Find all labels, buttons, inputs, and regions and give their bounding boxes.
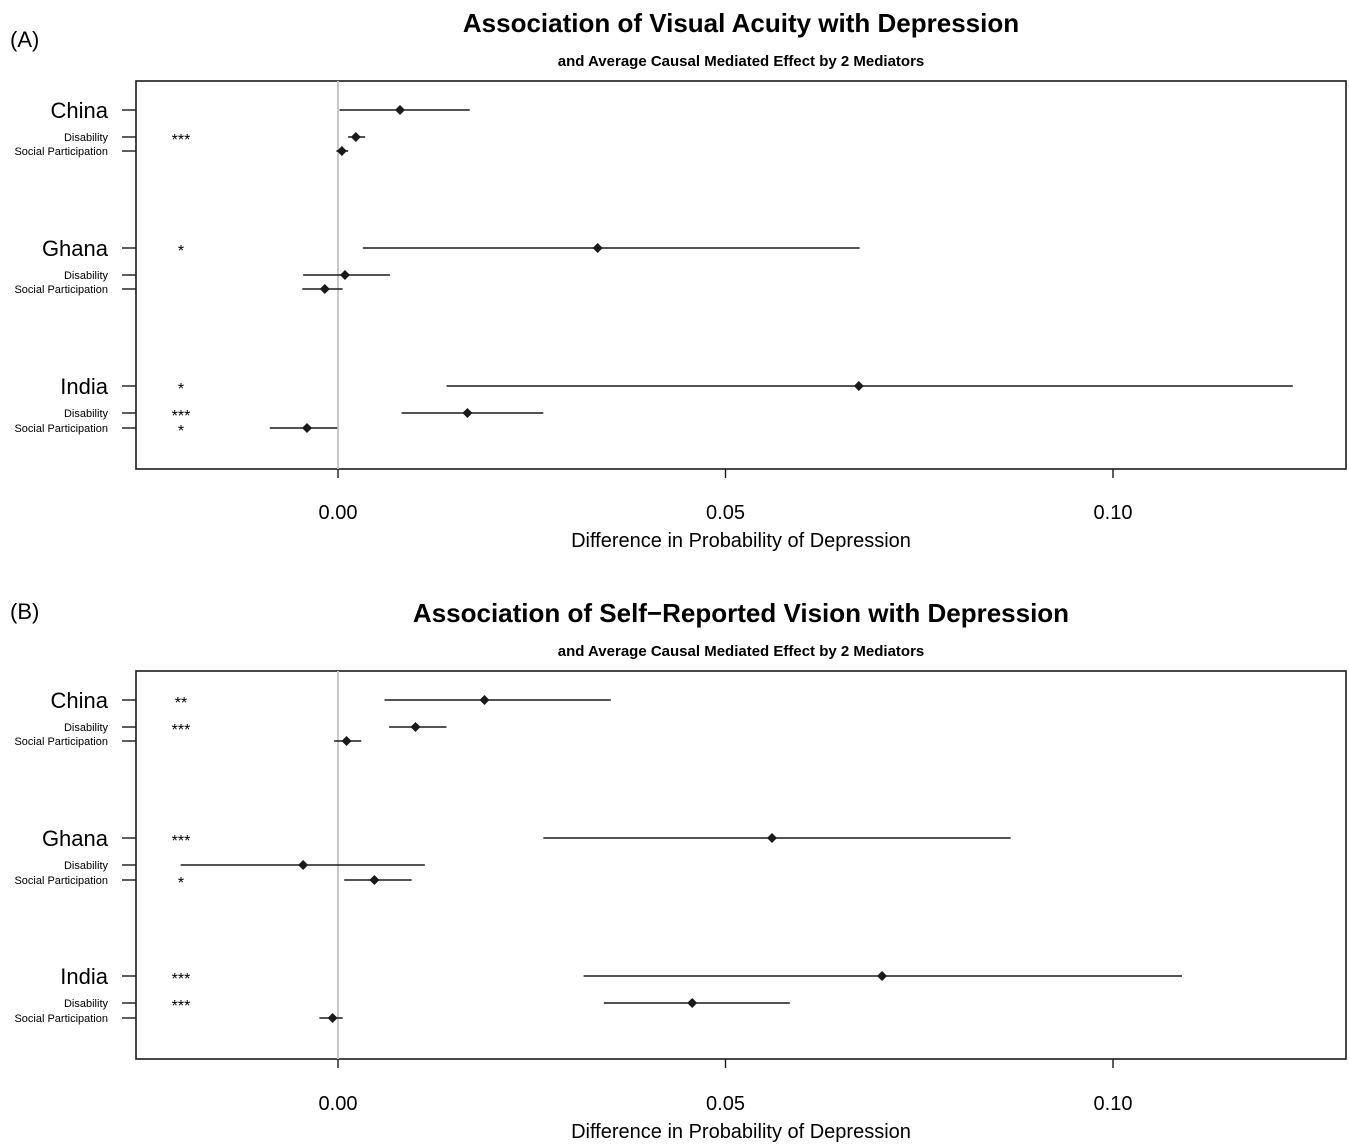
panel-b-significance-stars: *** xyxy=(172,722,191,739)
panel-a-point-estimate-ghana xyxy=(593,243,603,253)
panel-b-row-label-india: India xyxy=(60,964,108,989)
panel-b-point-estimate-social-participation xyxy=(369,875,379,885)
panel-b-row-label-ghana: Ghana xyxy=(42,826,109,851)
panel-b-row-label-disability: Disability xyxy=(64,722,109,734)
panel-b-x-tick-label: 0.00 xyxy=(319,1093,358,1115)
panel-a-row-label-social-participation: Social Participation xyxy=(14,423,108,435)
panel-b-point-estimate-disability xyxy=(687,998,697,1008)
panel-a-row-label-disability: Disability xyxy=(64,408,109,420)
panel-a-point-estimate-disability xyxy=(462,408,472,418)
panel-a-significance-stars: * xyxy=(178,243,184,260)
panel-a-point-estimate-social-participation xyxy=(302,423,312,433)
panel-b-point-estimate-china xyxy=(479,695,489,705)
panel-b-row-label-social-participation: Social Participation xyxy=(14,1013,108,1025)
panel-b-x-tick-label: 0.05 xyxy=(706,1093,745,1115)
panel-b-point-estimate-disability xyxy=(411,722,421,732)
panel-b-x-tick-label: 0.10 xyxy=(1094,1093,1133,1115)
panel-b-subtitle: and Average Causal Mediated Effect by 2 … xyxy=(558,643,925,660)
panel-a-row-label-china: China xyxy=(51,98,109,123)
panel-b-title: Association of Self−Reported Vision with… xyxy=(413,598,1069,628)
panel-b-label: (B) xyxy=(10,599,39,624)
panel-a-point-estimate-disability xyxy=(340,270,350,280)
panel-b-row-label-social-participation: Social Participation xyxy=(14,736,108,748)
panel-b-significance-stars: *** xyxy=(172,998,191,1015)
panel-a-row-label-disability: Disability xyxy=(64,132,109,144)
panel-a-significance-stars: *** xyxy=(172,132,191,149)
panel-a-row-label-ghana: Ghana xyxy=(42,236,109,261)
panel-a-row-label-social-participation: Social Participation xyxy=(14,284,108,296)
panel-b-row-label-disability: Disability xyxy=(64,860,109,872)
panel-a-point-estimate-india xyxy=(854,381,864,391)
panel-a-title: Association of Visual Acuity with Depres… xyxy=(463,8,1019,38)
panel-a-label: (A) xyxy=(10,27,39,52)
panel-a-x-tick-label: 0.00 xyxy=(319,502,358,524)
panel-a-point-estimate-china xyxy=(395,105,405,115)
panel-a-row-label-social-participation: Social Participation xyxy=(14,146,108,158)
panel-a-point-estimate-social-participation xyxy=(320,284,330,294)
panel-b-x-axis-label: Difference in Probability of Depression xyxy=(571,1121,911,1143)
panel-b-point-estimate-india xyxy=(877,971,887,981)
panel-b-point-estimate-social-participation xyxy=(328,1013,338,1023)
panel-b-row-label-china: China xyxy=(51,688,109,713)
panel-b-significance-stars: *** xyxy=(172,833,191,850)
panel-a-point-estimate-disability xyxy=(351,132,361,142)
panel-b-point-estimate-disability xyxy=(298,860,308,870)
panel-b-point-estimate-social-participation xyxy=(342,736,352,746)
panel-a-significance-stars: * xyxy=(178,381,184,398)
panel-b-significance-stars: * xyxy=(178,875,184,892)
panel-a-x-axis-label: Difference in Probability of Depression xyxy=(571,530,911,552)
panel-a-subtitle: and Average Causal Mediated Effect by 2 … xyxy=(558,53,925,70)
panel-b-row-label-social-participation: Social Participation xyxy=(14,875,108,887)
panel-a-row-label-disability: Disability xyxy=(64,270,109,282)
panel-a-row-label-india: India xyxy=(60,374,108,399)
panel-b-significance-stars: ** xyxy=(175,695,187,712)
panel-b-significance-stars: *** xyxy=(172,971,191,988)
panel-a-significance-stars: * xyxy=(178,423,184,440)
panel-b-point-estimate-ghana xyxy=(767,833,777,843)
panel-b-row-label-disability: Disability xyxy=(64,998,109,1010)
panel-a-x-tick-label: 0.05 xyxy=(706,502,745,524)
panel-a-x-tick-label: 0.10 xyxy=(1094,502,1133,524)
panel-b-plot-area: 0.00 0.05 0.10 China ** Disability *** Social P… xyxy=(14,671,1346,1115)
